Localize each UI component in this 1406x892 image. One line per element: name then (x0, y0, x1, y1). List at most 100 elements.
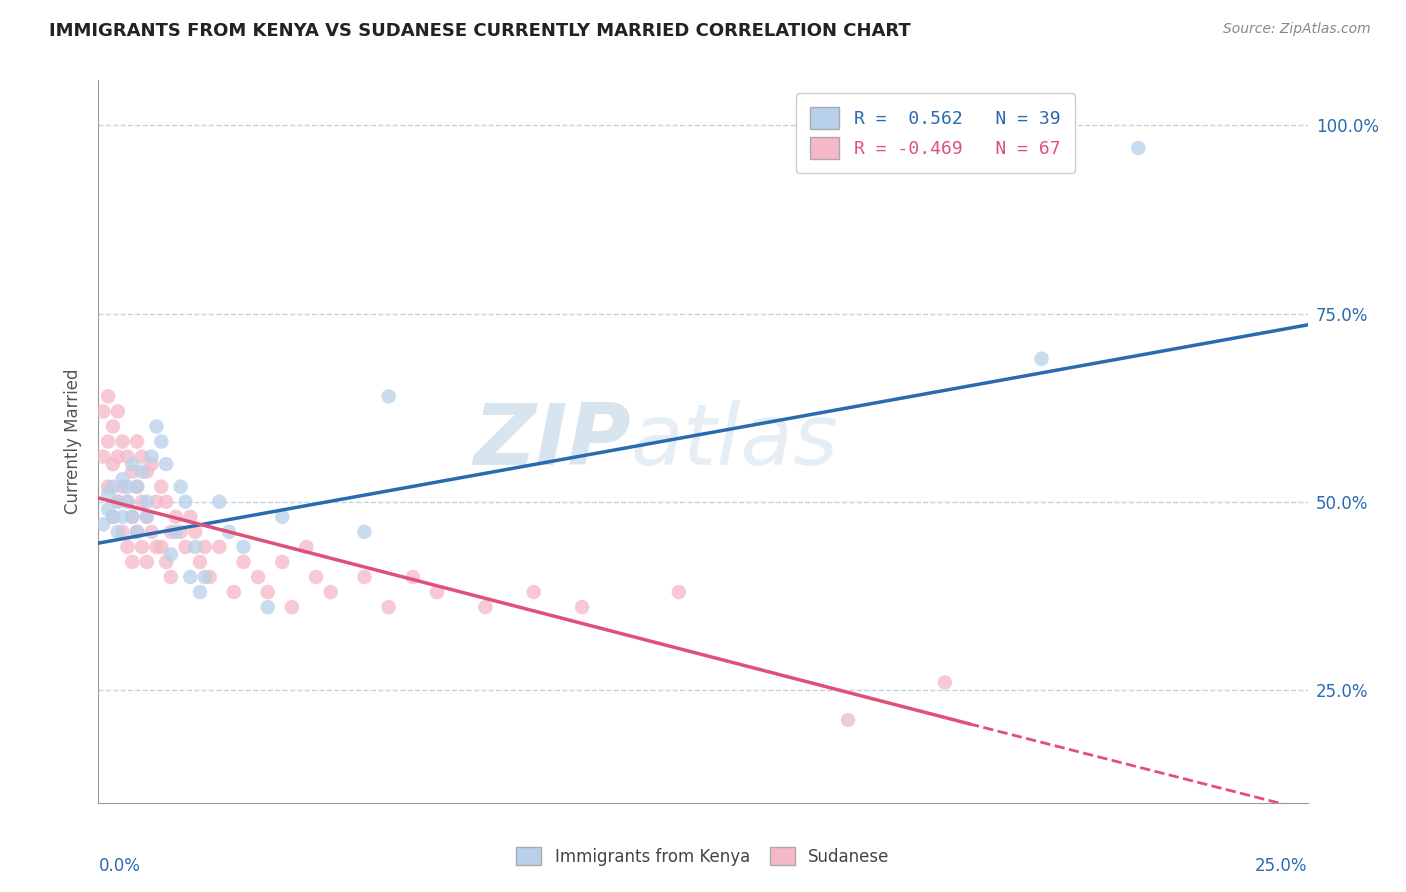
Point (305, 570, 328, 584)
Point (107, 524, 129, 539)
Point (160, 570, 183, 584)
Point (353, 524, 375, 539)
Point (111, 480, 134, 494)
Text: atlas: atlas (630, 400, 838, 483)
Point (101, 509, 124, 524)
Point (121, 509, 143, 524)
Point (127, 524, 149, 539)
Point (145, 540, 167, 554)
Point (97, 434, 120, 449)
Point (160, 524, 183, 539)
Point (145, 419, 167, 434)
Text: 0.0%: 0.0% (98, 857, 141, 875)
Point (160, 548, 183, 562)
Point (111, 524, 134, 539)
Point (91, 450, 114, 464)
Point (377, 600, 399, 615)
Point (117, 540, 139, 554)
Point (131, 465, 153, 479)
Point (208, 494, 231, 508)
Point (155, 555, 177, 569)
Point (377, 389, 399, 403)
Point (402, 570, 425, 584)
Point (474, 600, 496, 615)
Point (97, 502, 120, 516)
Point (668, 585, 690, 599)
Point (111, 472, 134, 486)
Point (121, 555, 143, 569)
Legend: Immigrants from Kenya, Sudanese: Immigrants from Kenya, Sudanese (508, 838, 898, 874)
Y-axis label: Currently Married: Currently Married (63, 368, 82, 515)
Point (150, 540, 173, 554)
Point (247, 570, 270, 584)
Point (281, 600, 304, 615)
Point (135, 509, 157, 524)
Point (97, 480, 120, 494)
Point (1128, 141, 1150, 155)
Point (194, 540, 217, 554)
Point (107, 494, 129, 508)
Point (174, 494, 197, 508)
Point (523, 585, 546, 599)
Point (184, 524, 207, 539)
Point (107, 494, 129, 508)
Point (127, 434, 149, 449)
Point (150, 480, 173, 494)
Point (194, 570, 217, 584)
Point (165, 509, 187, 524)
Point (127, 524, 149, 539)
Point (101, 457, 124, 471)
Point (131, 540, 153, 554)
Text: IMMIGRANTS FROM KENYA VS SUDANESE CURRENTLY MARRIED CORRELATION CHART: IMMIGRANTS FROM KENYA VS SUDANESE CURREN… (49, 22, 911, 40)
Text: Source: ZipAtlas.com: Source: ZipAtlas.com (1223, 22, 1371, 37)
Point (135, 555, 157, 569)
Point (135, 494, 157, 508)
Point (1031, 351, 1053, 366)
Point (188, 585, 211, 599)
Point (256, 600, 278, 615)
Point (135, 465, 157, 479)
Point (169, 480, 191, 494)
Point (101, 509, 124, 524)
Point (179, 570, 201, 584)
Point (426, 585, 449, 599)
Point (934, 675, 956, 690)
Point (150, 434, 173, 449)
Point (117, 480, 139, 494)
Point (111, 509, 134, 524)
Text: ZIP: ZIP (472, 400, 630, 483)
Point (107, 450, 129, 464)
Point (111, 434, 134, 449)
Point (145, 494, 167, 508)
Text: 25.0%: 25.0% (1256, 857, 1308, 875)
Point (135, 509, 157, 524)
Point (117, 494, 139, 508)
Point (198, 570, 221, 584)
Point (218, 524, 240, 539)
Point (141, 524, 163, 539)
Point (127, 480, 149, 494)
Point (319, 585, 342, 599)
Point (127, 480, 149, 494)
Point (184, 540, 207, 554)
Point (271, 555, 294, 569)
Point (121, 457, 143, 471)
Point (295, 540, 318, 554)
Point (232, 555, 254, 569)
Point (165, 524, 187, 539)
Point (174, 540, 197, 554)
Point (97, 487, 120, 501)
Point (91, 517, 114, 532)
Point (101, 480, 124, 494)
Point (117, 450, 139, 464)
Point (837, 713, 859, 727)
Point (208, 540, 231, 554)
Point (101, 419, 124, 434)
Point (141, 457, 163, 471)
Point (271, 509, 294, 524)
Point (131, 450, 153, 464)
Point (107, 404, 129, 418)
Point (155, 494, 177, 508)
Point (97, 389, 120, 403)
Point (117, 494, 139, 508)
